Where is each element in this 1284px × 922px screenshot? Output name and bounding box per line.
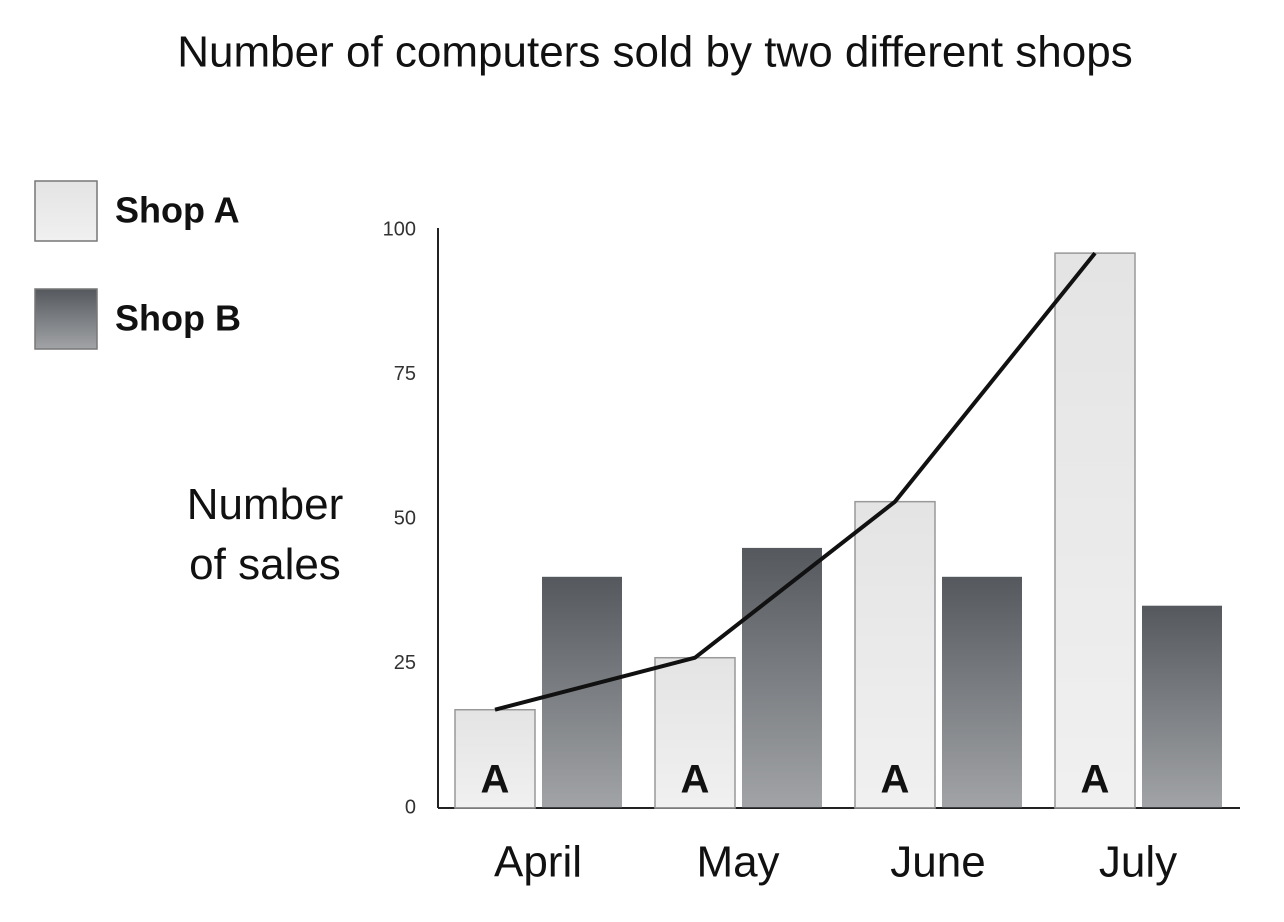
legend-label: Shop A [115, 190, 240, 231]
bar [1142, 605, 1222, 808]
bar-label: A [481, 758, 510, 802]
trend-line [494, 251, 1097, 712]
chart-title: Number of computers sold by two differen… [177, 28, 1132, 77]
y-tick-label: 25 [394, 652, 416, 674]
bar [454, 708, 536, 809]
y-tick-label: 75 [394, 363, 416, 385]
legend-swatch [34, 288, 98, 350]
legend-label: Shop B [115, 298, 241, 339]
bar [942, 576, 1022, 808]
legend-swatch [34, 180, 98, 242]
x-tick-label: April [494, 838, 582, 887]
x-tick-label: July [1099, 838, 1177, 887]
bar-label: A [681, 758, 710, 802]
y-tick-label: 0 [405, 796, 416, 818]
x-tick-label: June [890, 838, 985, 887]
bar [1054, 252, 1136, 809]
x-tick-label: May [696, 838, 779, 887]
y-axis-label: Number of sales [186, 480, 344, 589]
bar-label: A [881, 758, 910, 802]
y-tick-label: 50 [394, 507, 416, 529]
y-tick-label: 100 [383, 218, 416, 240]
bar-label: A [1081, 758, 1110, 802]
bar [654, 656, 736, 809]
bar [742, 547, 822, 808]
